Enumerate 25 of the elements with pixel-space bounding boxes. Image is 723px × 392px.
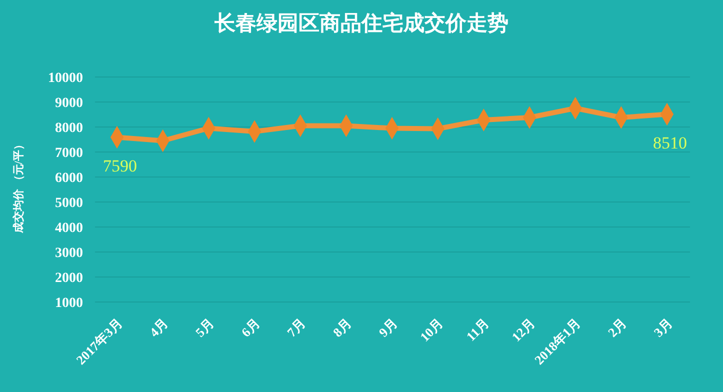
x-tick-label: 4月 xyxy=(146,316,171,340)
x-tick-label: 8月 xyxy=(330,316,354,340)
x-tick-label: 12月 xyxy=(508,316,538,345)
y-tick-label: 8000 xyxy=(55,120,83,136)
y-tick-label: 3000 xyxy=(55,246,83,261)
y-tick-label: 7000 xyxy=(55,146,83,161)
y-tick-label: 10000 xyxy=(48,70,83,86)
x-tick-label: 3月 xyxy=(650,316,676,340)
x-tick-label: 5月 xyxy=(192,316,217,340)
x-tick-label: 2月 xyxy=(604,316,630,340)
chart-title: 长春绿园区商品住宅成交价走势 xyxy=(214,11,508,35)
y-tick-label: 9000 xyxy=(55,96,83,111)
x-tick-label: 11月 xyxy=(463,316,492,344)
data-label: 8510 xyxy=(653,133,687,152)
x-tick-label: 10月 xyxy=(416,316,446,345)
y-tick-label: 4000 xyxy=(55,220,83,236)
y-axis-title: 成交均价 （元/平） xyxy=(12,139,25,234)
x-tick-label: 6月 xyxy=(238,316,263,340)
x-tick-label: 7月 xyxy=(284,316,308,340)
y-tick-label: 1000 xyxy=(55,296,83,311)
y-tick-label: 5000 xyxy=(55,196,83,211)
y-tick-label: 6000 xyxy=(55,170,83,186)
x-tick-label: 9月 xyxy=(376,316,400,340)
data-label: 7590 xyxy=(103,156,137,176)
y-tick-label: 2000 xyxy=(55,270,83,286)
